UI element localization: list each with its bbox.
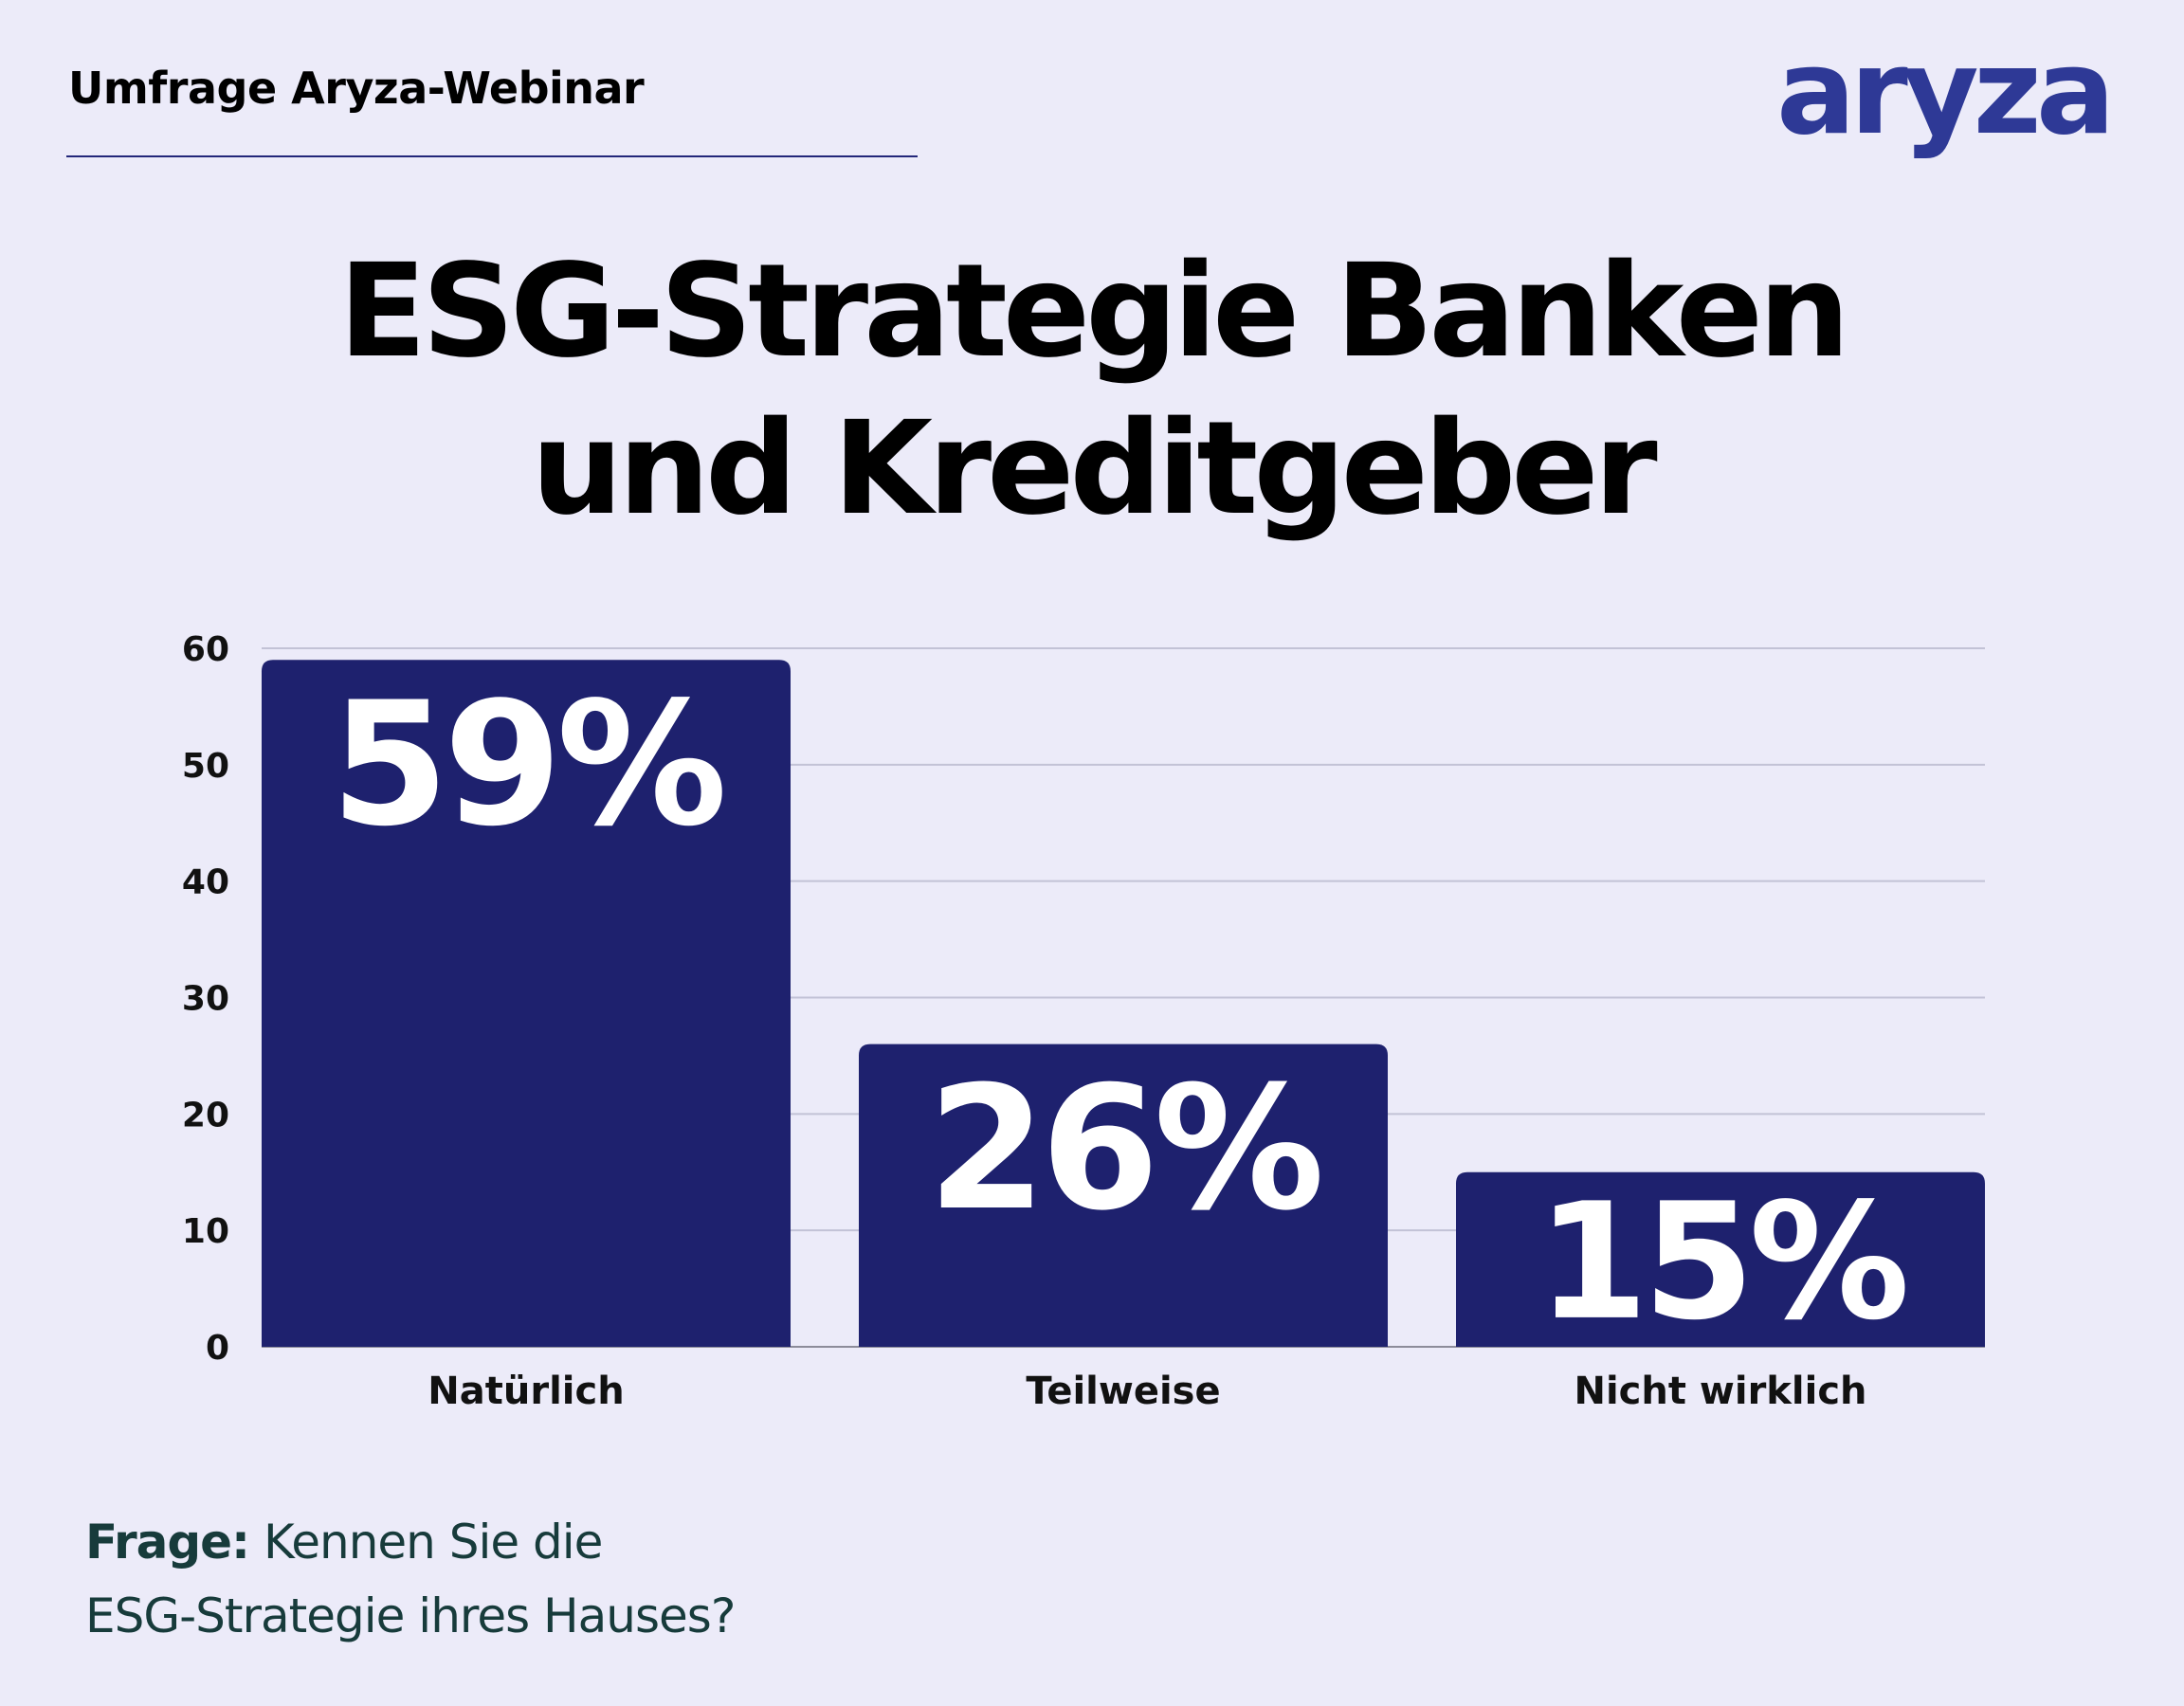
y-tick-label-40: 40 (182, 863, 229, 902)
question-text-1: Kennen Sie die (263, 1515, 603, 1570)
category-label-1: Natürlich (428, 1370, 624, 1413)
y-tick-label-60: 60 (182, 630, 229, 669)
header-divider (66, 155, 918, 157)
question-text-2: ESG-Strategie ihres Hauses? (85, 1588, 736, 1643)
bar-2 (859, 1044, 1388, 1347)
data-label-2: 26% (928, 1050, 1320, 1248)
y-tick-label-0: 0 (206, 1329, 229, 1368)
question-footer: Frage: Kennen Sie die ESG-Strategie ihre… (85, 1505, 736, 1653)
bar-3 (1456, 1171, 1985, 1347)
survey-label: Umfrage Aryza-Webinar (68, 63, 645, 114)
bar-layer (262, 660, 1985, 1347)
y-tick-label-10: 10 (182, 1212, 229, 1251)
category-label-3: Nicht wirklich (1574, 1370, 1866, 1413)
bar-chart: 0 10 20 30 40 50 60 59% Natürlich 26% Teilweise 15%… (182, 630, 1985, 1413)
data-label-1: 59% (331, 666, 722, 864)
data-label-3: 15% (1537, 1169, 1905, 1355)
question-line-1: Frage: Kennen Sie die (85, 1505, 735, 1579)
label-layer: 0 10 20 30 40 50 60 59% Natürlich 26% Teilweise 15%… (182, 630, 1911, 1413)
bar-1 (262, 660, 791, 1347)
y-tick-label-20: 20 (182, 1096, 229, 1134)
aryza-logo: aryza (1776, 32, 2114, 161)
title-line-2: und Kreditgeber (531, 394, 1657, 544)
title-line-1: ESG-Strategie Banken (338, 237, 1850, 387)
page-title: ESG-Strategie Banken und Kreditgeber (0, 233, 2184, 548)
category-label-2: Teilweise (1026, 1370, 1220, 1413)
logo-wordmark: aryza (1776, 32, 2110, 161)
y-tick-label-50: 50 (182, 747, 229, 786)
question-label: Frage: (85, 1515, 250, 1570)
y-tick-label-30: 30 (182, 980, 229, 1019)
